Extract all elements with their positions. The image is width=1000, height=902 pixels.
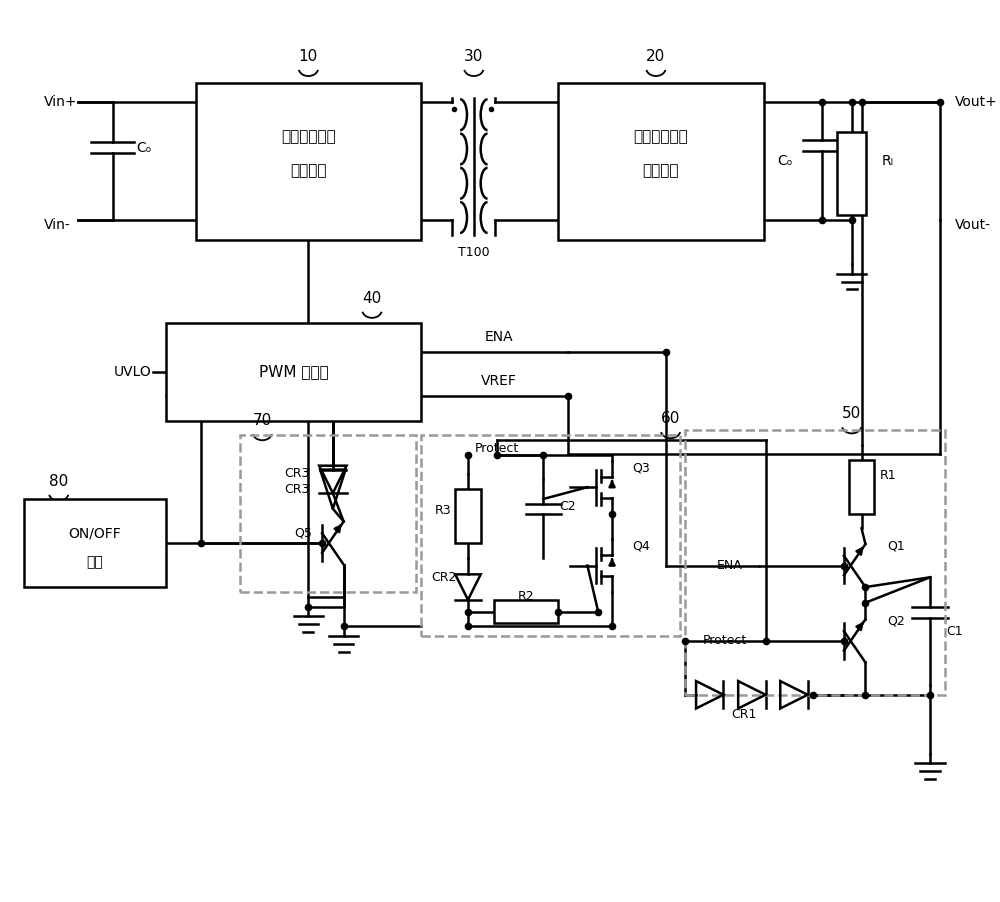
Text: Vout+: Vout+ <box>955 96 997 109</box>
Text: VREF: VREF <box>481 374 517 389</box>
Text: Q3: Q3 <box>632 461 650 474</box>
Text: 开关电源副边: 开关电源副边 <box>633 129 688 144</box>
Text: Protect: Protect <box>475 442 519 455</box>
Text: 70: 70 <box>253 413 272 428</box>
Text: CR1: CR1 <box>731 708 757 721</box>
Text: 50: 50 <box>842 406 861 421</box>
Bar <box>196 83 421 240</box>
Text: PWM 控制器: PWM 控制器 <box>259 364 329 379</box>
Text: Protect: Protect <box>702 634 747 648</box>
Text: 40: 40 <box>362 290 382 306</box>
Text: Q1: Q1 <box>887 539 905 552</box>
Text: C2: C2 <box>560 501 576 513</box>
Bar <box>240 436 416 592</box>
Text: C1: C1 <box>946 625 963 638</box>
Bar <box>455 489 481 543</box>
Text: 整流线路: 整流线路 <box>643 163 679 179</box>
Text: 功率线路: 功率线路 <box>290 163 327 179</box>
Text: ON/OFF: ON/OFF <box>69 526 121 540</box>
Bar <box>849 460 874 513</box>
Text: ENA: ENA <box>716 559 742 572</box>
Text: R2: R2 <box>517 591 534 603</box>
Text: Vin+: Vin+ <box>44 96 78 109</box>
Text: T100: T100 <box>458 245 490 259</box>
Bar <box>494 600 558 623</box>
Text: R3: R3 <box>435 504 452 517</box>
Text: Q2: Q2 <box>887 615 905 628</box>
Bar <box>558 83 764 240</box>
Text: Vout-: Vout- <box>955 218 991 232</box>
Text: 10: 10 <box>299 49 318 64</box>
Bar <box>837 132 866 215</box>
Text: 30: 30 <box>464 49 484 64</box>
Bar <box>24 499 166 587</box>
Text: 控制: 控制 <box>87 556 103 569</box>
Text: Vin-: Vin- <box>44 218 71 232</box>
Text: UVLO: UVLO <box>114 364 152 379</box>
Text: 开关电源原边: 开关电源原边 <box>281 129 336 144</box>
Text: Q4: Q4 <box>632 539 650 552</box>
Text: CR3: CR3 <box>284 467 309 480</box>
Text: Rₗ: Rₗ <box>882 154 894 168</box>
Text: Q5: Q5 <box>295 527 312 539</box>
Text: CR2: CR2 <box>431 571 456 584</box>
Text: 20: 20 <box>646 49 666 64</box>
Text: 60: 60 <box>661 411 680 426</box>
Text: CR3: CR3 <box>284 483 309 496</box>
Bar <box>421 436 680 636</box>
Text: 80: 80 <box>49 474 68 489</box>
Text: Cₒ: Cₒ <box>777 154 793 168</box>
Bar <box>685 430 945 695</box>
Text: R1: R1 <box>880 469 896 482</box>
Text: Cₒ: Cₒ <box>136 141 152 154</box>
Text: ENA: ENA <box>485 330 514 345</box>
Bar <box>166 323 421 420</box>
